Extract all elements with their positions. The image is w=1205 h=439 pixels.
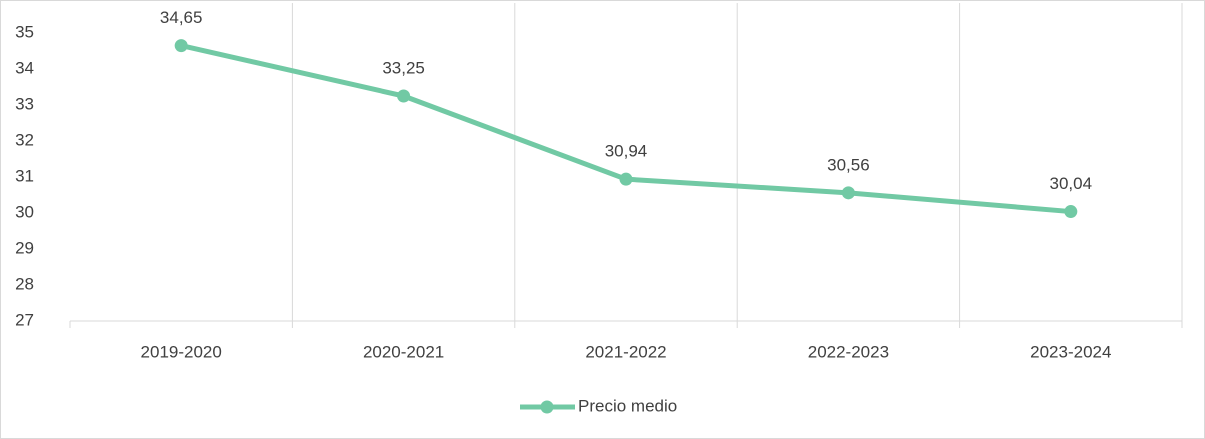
marker [174,39,188,53]
legend-label: Precio medio [578,396,677,415]
x-tick-label: 2022-2023 [808,342,889,361]
marker [619,172,633,186]
x-tick-label: 2023-2024 [1030,342,1111,361]
x-tick-label: 2020-2021 [363,342,444,361]
marker [397,89,411,103]
y-tick-label: 32 [15,130,34,149]
data-label: 34,65 [160,8,203,27]
data-label: 30,56 [827,155,870,174]
y-tick-label: 30 [15,202,34,221]
y-tick-label: 33 [15,94,34,113]
legend-marker [540,400,554,414]
data-label: 30,04 [1050,174,1093,193]
y-tick-label: 29 [15,238,34,257]
y-tick-label: 28 [15,274,34,293]
y-tick-label: 31 [15,166,34,185]
x-tick-label: 2019-2020 [141,342,222,361]
marker [1064,205,1078,219]
y-tick-label: 27 [15,310,34,329]
data-label: 30,94 [605,142,648,161]
x-tick-label: 2021-2022 [585,342,666,361]
data-label: 33,25 [382,58,425,77]
y-tick-label: 34 [15,58,34,77]
y-tick-label: 35 [15,22,34,41]
marker [841,186,855,200]
